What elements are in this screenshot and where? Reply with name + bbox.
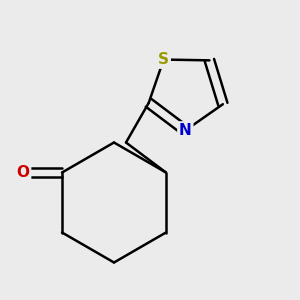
Text: O: O: [16, 165, 29, 180]
Text: N: N: [179, 123, 192, 138]
Text: S: S: [158, 52, 169, 67]
